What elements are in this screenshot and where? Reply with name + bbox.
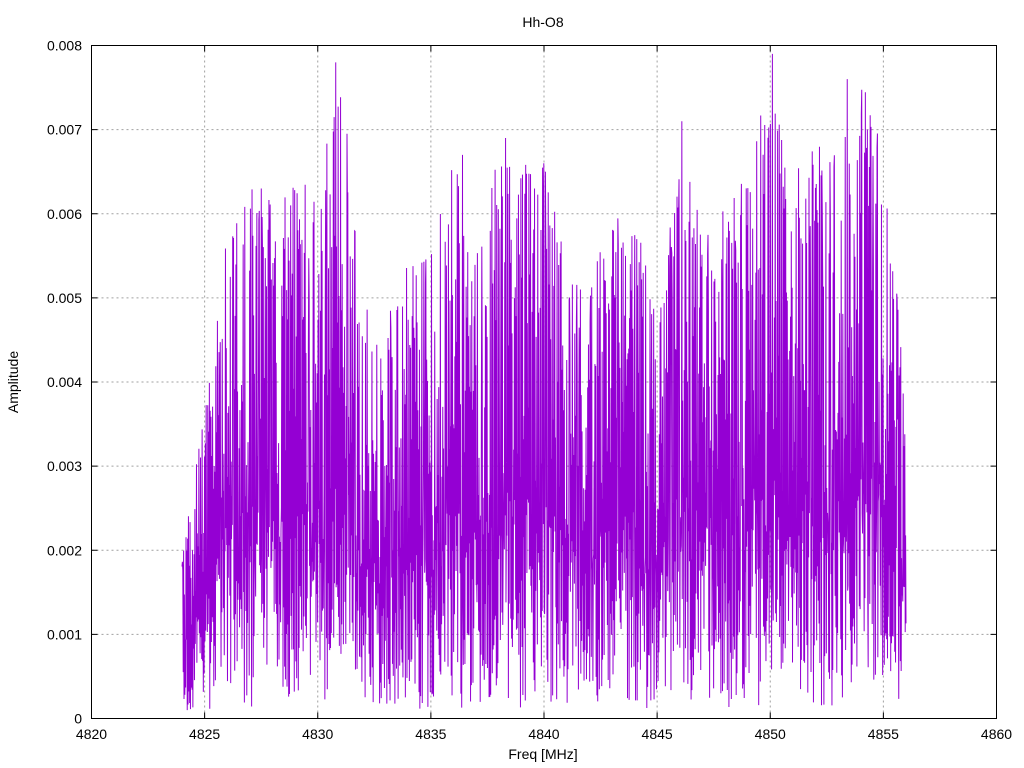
y-tick-label: 0.007 xyxy=(47,122,82,138)
y-axis-label: Amplitude xyxy=(5,351,21,413)
tick-layer: 4820 4825 4830 4835 4840 4845 4850 4855 4860 0 0.0… xyxy=(47,38,1012,743)
x-tick-label: 4840 xyxy=(528,726,559,742)
x-tick-label: 4860 xyxy=(981,726,1012,742)
x-tick-label: 4850 xyxy=(755,726,786,742)
chart-title: Hh-O8 xyxy=(522,14,563,30)
x-axis-label: Freq [MHz] xyxy=(508,746,577,762)
y-tick-label: 0.003 xyxy=(47,458,82,474)
x-tick-label: 4845 xyxy=(642,726,673,742)
x-tick-label: 4835 xyxy=(415,726,446,742)
y-tick-label: 0.008 xyxy=(47,38,82,54)
y-tick-label: 0.001 xyxy=(47,626,82,642)
x-tick-label: 4855 xyxy=(868,726,899,742)
y-tick-label: 0 xyxy=(74,711,82,727)
x-tick-label: 4825 xyxy=(189,726,220,742)
y-tick-label: 0.002 xyxy=(47,542,82,558)
series-amplitude-line xyxy=(181,53,907,711)
y-tick-label: 0.006 xyxy=(47,206,82,222)
y-tick-label: 0.004 xyxy=(47,374,82,390)
y-tick-label: 0.005 xyxy=(47,290,82,306)
x-tick-label: 4830 xyxy=(302,726,333,742)
x-tick-label: 4820 xyxy=(76,726,107,742)
